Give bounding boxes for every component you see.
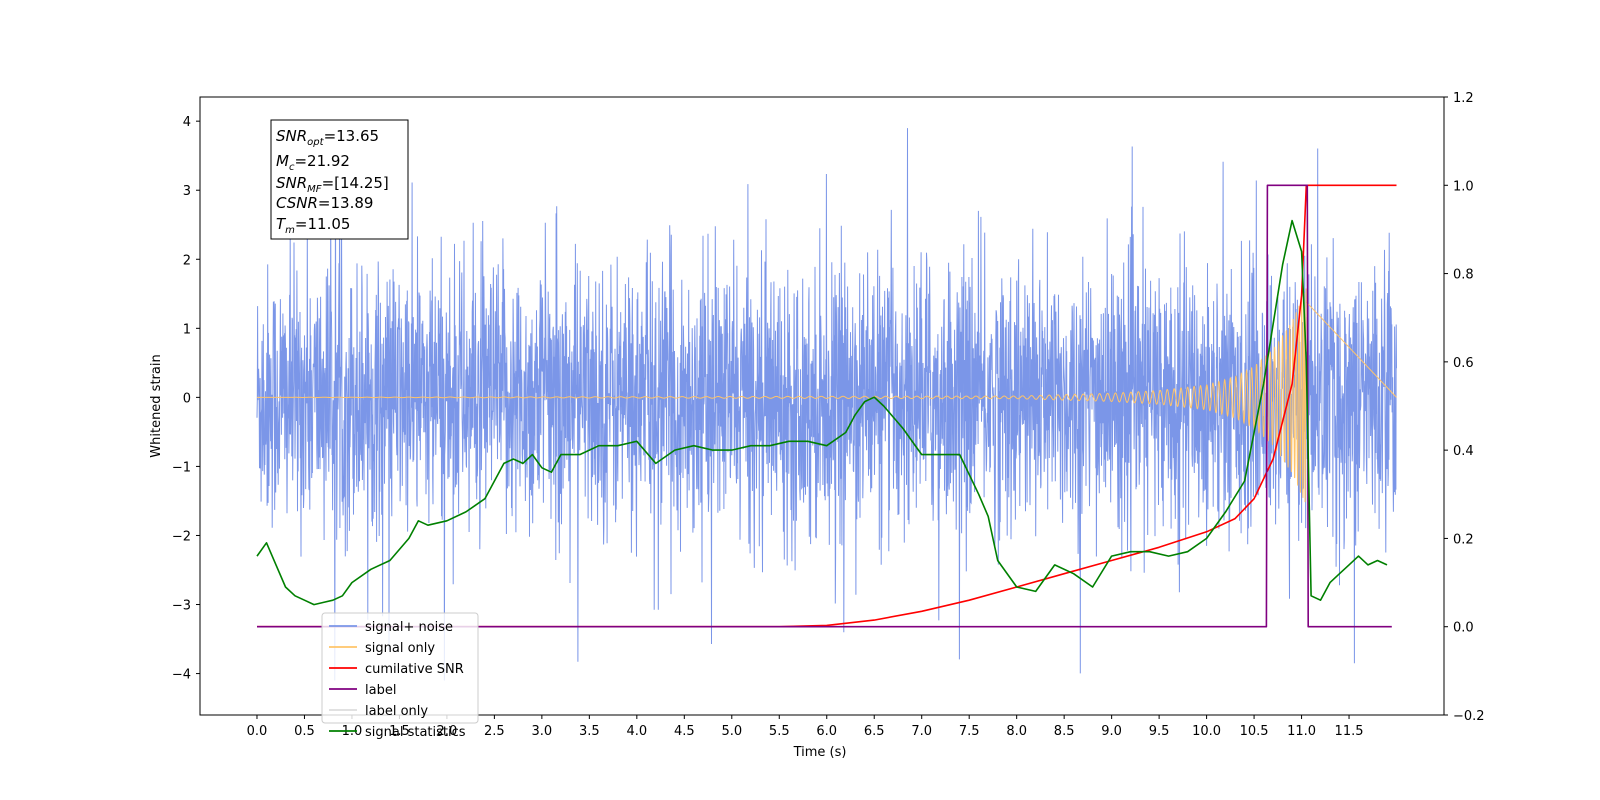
y-left-tick-label: −1	[172, 460, 191, 475]
series-signal-only	[256, 288, 1397, 503]
info-csnr: CSNR=13.89	[276, 194, 373, 212]
y-left-tick-label: −2	[172, 529, 191, 544]
y-left-tick-label: 0	[183, 391, 191, 406]
x-tick-label: 10.0	[1192, 724, 1221, 739]
x-axis-label: Time (s)	[793, 745, 847, 760]
x-tick-label: 10.5	[1240, 724, 1269, 739]
series-layer	[256, 128, 1397, 681]
legend-label: label only	[365, 704, 428, 719]
x-tick-label: 6.0	[816, 724, 837, 739]
x-tick-label: 2.0	[437, 724, 458, 739]
x-tick-label: 9.5	[1149, 724, 1170, 739]
y-left-tick-label: 1	[183, 322, 191, 337]
series-cumilative-snr	[257, 184, 1397, 628]
x-tick-label: 9.0	[1101, 724, 1122, 739]
x-tick-label: 4.5	[674, 724, 695, 739]
info-mc: Mc=21.92	[276, 152, 350, 173]
x-tick-label: 5.0	[721, 724, 742, 739]
legend-frame	[321, 612, 479, 724]
x-tick-label: 2.5	[484, 724, 505, 739]
legend-label: signal+ noise	[365, 620, 453, 635]
y-right-tick-label: 0.2	[1453, 532, 1474, 547]
y-left-tick-label: −3	[172, 599, 191, 614]
y-right-tick-label: 1.2	[1453, 91, 1474, 106]
x-tick-label: 1.5	[389, 724, 410, 739]
x-axis: 0.0 0.5 1.0 1.5 2.0 2.5 3.0 3.5 4.0 4.5 5.0 5.5 6.0 6…	[247, 715, 1364, 739]
y-right-tick-label: 0.4	[1453, 444, 1474, 459]
y-right-tick-label: 0.0	[1453, 621, 1474, 636]
x-tick-label: 0.0	[247, 724, 268, 739]
x-tick-label: 11.5	[1335, 724, 1364, 739]
legend-label: signal only	[365, 641, 435, 656]
x-tick-label: 7.5	[959, 724, 980, 739]
x-tick-label: 6.5	[864, 724, 885, 739]
y-right-tick-label: −0.2	[1453, 709, 1485, 724]
x-tick-label: 5.5	[769, 724, 790, 739]
info-tm: Tm=11.05	[276, 215, 350, 236]
x-tick-label: 8.5	[1054, 724, 1075, 739]
y-right-tick-label: 0.8	[1453, 268, 1474, 283]
x-tick-label: 7.0	[911, 724, 932, 739]
info-box: SNRopt=13.65 Mc=21.92 SNRMF=[14.25] CSNR…	[270, 119, 409, 240]
y-right-tick-label: 1.0	[1453, 179, 1474, 194]
info-snr-opt: SNRopt=13.65	[276, 127, 379, 148]
x-tick-label: 8.0	[1006, 724, 1027, 739]
y-left-tick-label: 2	[183, 253, 191, 268]
legend-label: cumilative SNR	[365, 662, 464, 677]
legend: signal+ noise signal only cumilative SNR la…	[321, 612, 479, 740]
y-left-tick-label: 4	[183, 115, 191, 130]
y-left-tick-label: 3	[183, 184, 191, 199]
legend-label: label	[365, 683, 396, 698]
x-tick-label: 0.5	[294, 724, 315, 739]
legend-label: signal statistics	[365, 725, 466, 740]
info-box-frame	[270, 119, 409, 240]
x-tick-label: 3.0	[532, 724, 553, 739]
plot-frame	[199, 96, 1445, 716]
x-tick-label: 3.5	[579, 724, 600, 739]
y-axis-left: 4 3 2 1 0 −1 −2 −3 −4	[172, 115, 200, 683]
series-label	[257, 184, 1392, 628]
x-tick-label: 4.0	[626, 724, 647, 739]
series-signal-statistics	[256, 219, 1388, 606]
y-axis-label: Whitened strain	[149, 354, 164, 457]
y-right-tick-label: 0.6	[1453, 356, 1474, 371]
y-left-tick-label: −4	[172, 668, 191, 683]
x-tick-label: 11.0	[1287, 724, 1316, 739]
info-snr-mf: SNRMF=[14.25]	[276, 174, 389, 195]
y-axis-right: 1.2 1.0 0.8 0.6 0.4 0.2 0.0 −0.2	[1444, 91, 1485, 724]
